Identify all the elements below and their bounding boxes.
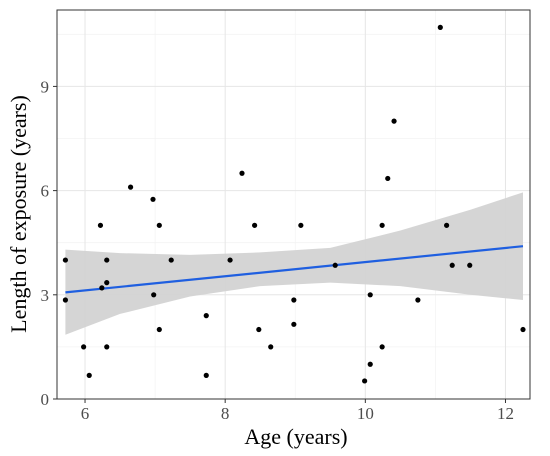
confidence-band xyxy=(65,192,523,335)
data-point xyxy=(104,344,110,350)
fit-line xyxy=(65,245,524,294)
data-point xyxy=(86,372,92,378)
data-point xyxy=(99,285,105,291)
data-point xyxy=(256,326,262,333)
data-point xyxy=(203,372,209,378)
data-point xyxy=(291,321,297,327)
data-point xyxy=(291,297,297,303)
data-point xyxy=(239,170,245,176)
x-tick-label: 6 xyxy=(81,404,90,423)
data-point xyxy=(127,184,134,190)
data-point xyxy=(252,222,258,228)
data-point xyxy=(444,222,450,228)
data-point xyxy=(268,344,274,350)
data-point xyxy=(156,326,162,333)
data-point xyxy=(168,257,174,263)
y-tick-label: 6 xyxy=(41,182,50,201)
data-point xyxy=(379,344,385,350)
data-point xyxy=(520,326,526,333)
data-point xyxy=(449,262,455,268)
data-point xyxy=(156,222,162,228)
confidence-band-layer xyxy=(65,192,523,335)
data-point xyxy=(62,297,69,303)
data-point xyxy=(385,175,391,182)
y-tick-label: 9 xyxy=(41,77,50,96)
x-tick-label: 10 xyxy=(357,404,374,423)
x-axis-title: Age (years) xyxy=(244,424,347,449)
data-point xyxy=(362,378,368,384)
data-point xyxy=(62,257,69,263)
data-point xyxy=(332,262,338,268)
y-axis-title: Length of exposure (years) xyxy=(6,95,31,333)
data-point xyxy=(437,24,443,30)
data-point xyxy=(379,222,385,228)
data-point xyxy=(104,280,110,286)
data-point xyxy=(104,257,110,263)
data-point xyxy=(150,196,156,202)
x-tick-label: 12 xyxy=(497,404,514,423)
points-layer xyxy=(62,24,526,384)
fit-line-layer xyxy=(65,245,524,294)
data-point xyxy=(227,257,233,263)
panel-border xyxy=(56,9,531,400)
data-point xyxy=(81,344,87,350)
data-point xyxy=(467,262,473,268)
data-point xyxy=(203,313,209,319)
data-point xyxy=(391,118,397,124)
data-point xyxy=(151,292,157,298)
data-point xyxy=(367,292,373,298)
data-point xyxy=(367,361,373,367)
x-tick-label: 8 xyxy=(221,404,230,423)
data-point xyxy=(298,222,304,228)
data-point xyxy=(415,297,421,303)
y-tick-label: 0 xyxy=(41,390,50,409)
y-tick-label: 3 xyxy=(41,286,50,305)
axes: 6 8 10 12 0 3 6 9 xyxy=(41,9,531,423)
data-point xyxy=(97,222,104,228)
